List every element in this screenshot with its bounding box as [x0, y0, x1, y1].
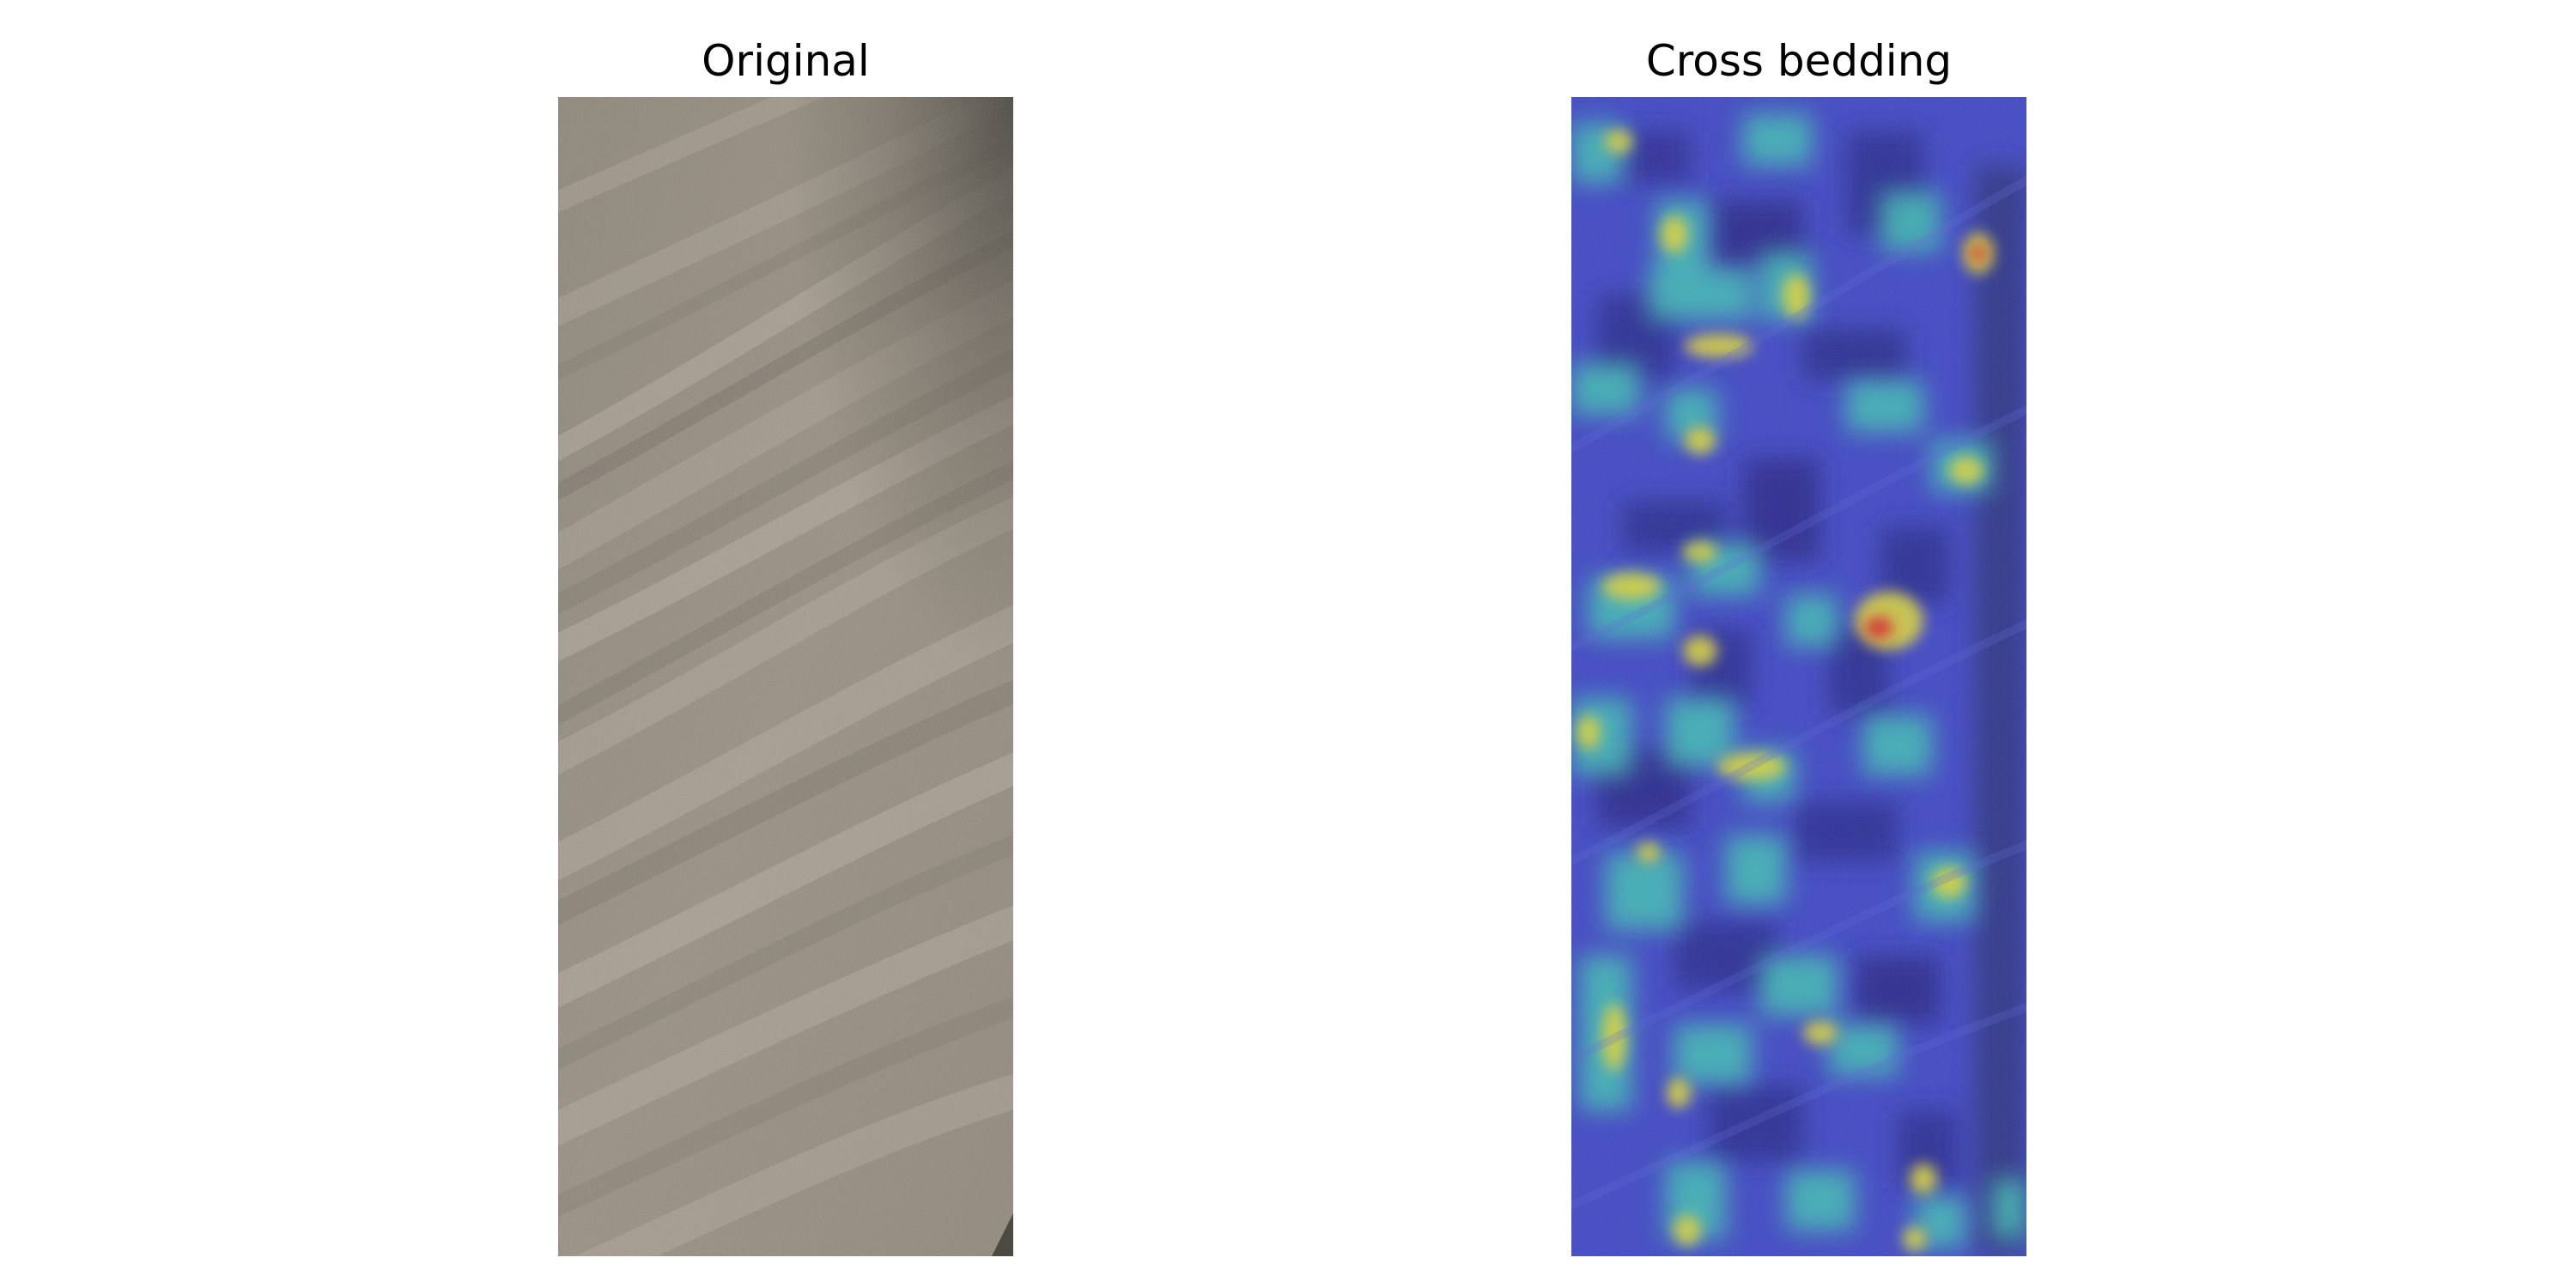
attention-heatmap [1571, 97, 2026, 1256]
panel-title-original: Original [558, 31, 1013, 91]
heatmap-overlay-image [1571, 97, 2026, 1256]
original-rock-photo [558, 97, 1013, 1256]
panel-title-cross-bedding: Cross bedding [1571, 31, 2026, 91]
original-image [558, 97, 1013, 1256]
